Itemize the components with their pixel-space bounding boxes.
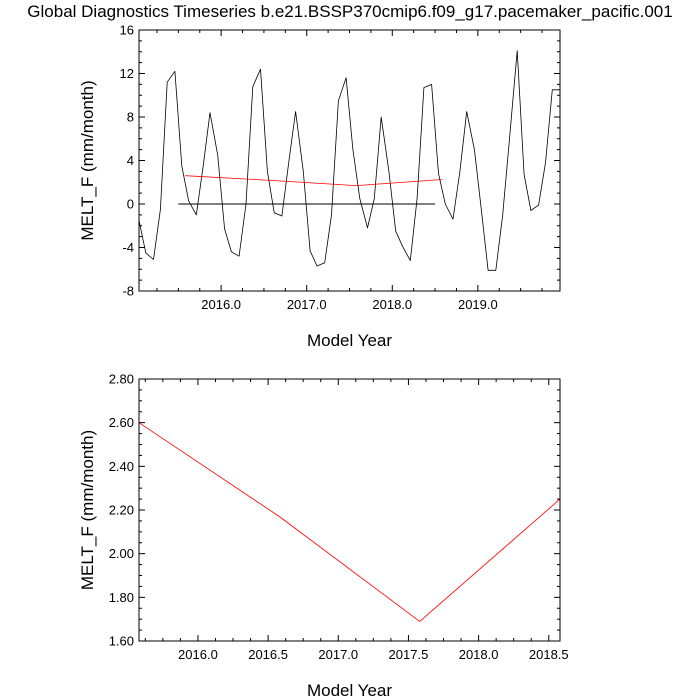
panel1-y-axis-title: MELT_F (mm/month) — [78, 80, 97, 240]
panel2-x-tick-label: 2017.0 — [318, 647, 358, 662]
panel2-frame — [138, 378, 561, 642]
panel2-x-tick-label: 2018.0 — [459, 647, 499, 662]
panel1-x-axis-title: Model Year — [307, 331, 392, 350]
panel1-x-tick-label: 2016.0 — [201, 297, 241, 312]
panel2-y-tick-label: 2.20 — [109, 503, 134, 518]
panel2-y-tick-label: 2.40 — [109, 459, 134, 474]
panel1-y-tick-label: 8 — [127, 110, 134, 125]
panel2-y-tick-label: 1.80 — [109, 590, 134, 605]
panel1-y-tick-label: 16 — [120, 23, 134, 38]
panel2-x-tick-label: 2016.5 — [248, 647, 288, 662]
panel2-x-tick-label: 2017.5 — [389, 647, 429, 662]
page-title: Global Diagnostics Timeseries b.e21.BSSP… — [27, 2, 673, 21]
panel1-series-1-line — [138, 50, 560, 271]
panel2-y-tick-label: 2.00 — [109, 546, 134, 561]
panel2-x-tick-label: 2016.0 — [178, 647, 218, 662]
panel1-y-tick-label: 4 — [127, 153, 134, 168]
panel1-y-tick-label: 0 — [127, 197, 134, 212]
panel1-y-tick-label: -4 — [122, 240, 134, 255]
panel1-x-tick-label: 2018.0 — [372, 297, 412, 312]
panel2-y-tick-label: 2.60 — [109, 415, 134, 430]
panel1-x-tick-label: 2017.0 — [287, 297, 327, 312]
panel2-series-1-line — [138, 422, 561, 622]
panel1-frame — [138, 29, 561, 292]
panel1-x-tick-label: 2019.0 — [458, 297, 498, 312]
panel2-x-axis-title: Model Year — [307, 681, 392, 700]
panel2-y-axis-title: MELT_F (mm/month) — [78, 430, 97, 590]
panel1-y-tick-label: -8 — [122, 284, 134, 299]
panel2-y-tick-label: 2.80 — [109, 372, 134, 387]
panel2-y-tick-label: 1.60 — [109, 634, 134, 649]
panel1-y-tick-label: 12 — [120, 66, 134, 81]
panel1-series-2-line — [185, 175, 442, 187]
panel2-x-tick-label: 2018.5 — [529, 647, 569, 662]
